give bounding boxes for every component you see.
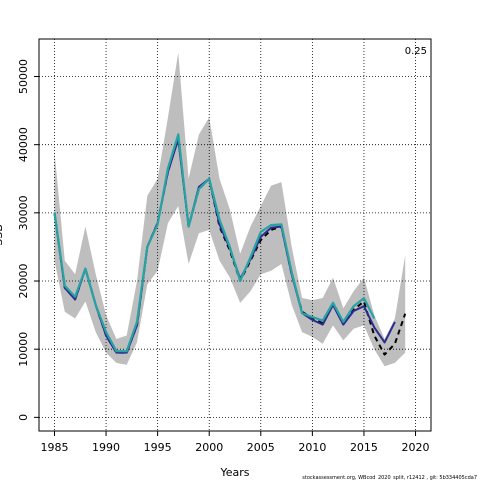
x-tick-label: 1990 (92, 441, 120, 454)
x-tick-label: 2000 (195, 441, 223, 454)
y-tick-label: 0 (17, 414, 30, 421)
plot-frame (38, 38, 432, 432)
series-line-3 (53, 133, 376, 353)
y-tick-label: 40000 (17, 127, 30, 162)
x-tick-label: 2010 (298, 441, 326, 454)
y-tick-label: 30000 (17, 195, 30, 230)
y-axis-label: SSB (0, 224, 5, 246)
y-tick-label: 50000 (17, 59, 30, 94)
x-tick-label: 2005 (247, 441, 275, 454)
y-tick-label: 10000 (17, 332, 30, 367)
x-tick-label: 2020 (402, 441, 430, 454)
y-tick-label: 20000 (17, 264, 30, 299)
x-tick-label: 2015 (350, 441, 378, 454)
confidence-band (54, 52, 406, 367)
x-tick-label: 1995 (144, 441, 172, 454)
x-tick-label: 1985 (40, 441, 68, 454)
corner-label: 0.25 (405, 46, 427, 57)
x-axis-label: Years (219, 466, 249, 479)
footer-text: stockassessment.org, WBcod_2020_split, r… (302, 475, 477, 480)
